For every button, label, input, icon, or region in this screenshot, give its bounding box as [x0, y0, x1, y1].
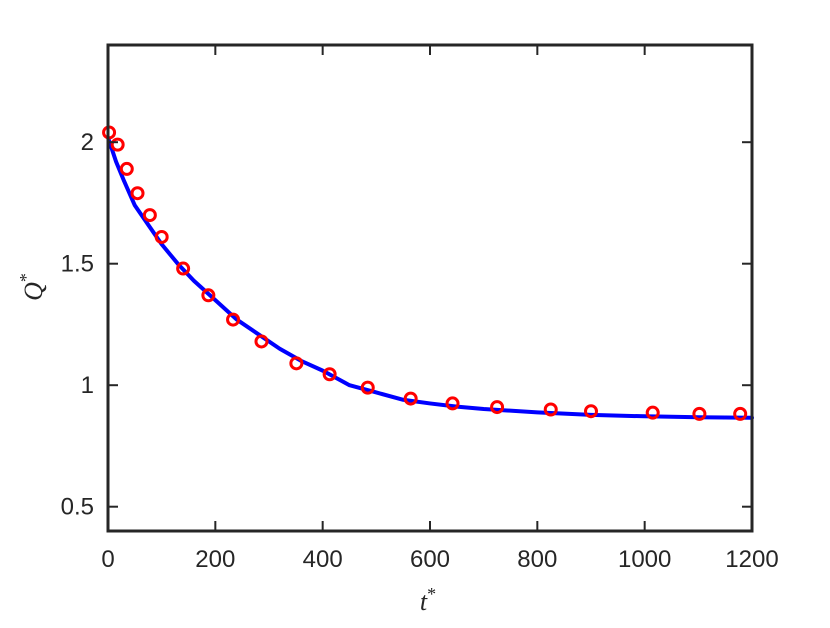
data-point-marker [645, 405, 660, 420]
series-line [106, 135, 754, 420]
data-point-marker [130, 186, 145, 201]
x-axis-label-sup: * [427, 584, 436, 604]
data-point-marker [692, 406, 707, 421]
data-point-marker [142, 208, 157, 223]
x-tick-label: 200 [195, 546, 235, 573]
x-tick-label: 600 [410, 546, 450, 573]
data-point-marker [543, 402, 558, 417]
axes-layer: 0 200 400 600 800 1000 1200 0.5 1 1.5 2 [61, 43, 779, 573]
x-tick-label: 800 [517, 546, 557, 573]
x-axis-label-base: t [420, 587, 428, 616]
data-point-marker [110, 137, 125, 152]
data-point-marker [226, 312, 241, 327]
y-tick-label: 1 [81, 372, 94, 399]
y-axis-label-base: Q [19, 282, 48, 301]
data-point-marker [584, 404, 598, 419]
data-point-marker [445, 396, 460, 411]
data-point-marker [154, 229, 169, 244]
data-point-marker [176, 261, 191, 276]
data-point-marker [360, 380, 375, 395]
y-axis-label: Q* [16, 273, 48, 301]
data-point-marker [733, 406, 748, 421]
data-point-marker [403, 391, 418, 406]
x-tick-label: 1200 [725, 546, 778, 573]
x-tick-label: 1000 [618, 546, 671, 573]
data-point-marker [201, 288, 216, 303]
x-axis-label: t* [420, 584, 436, 616]
series-layer [102, 125, 754, 421]
y-tick-label: 2 [81, 129, 94, 156]
data-point-marker [322, 367, 337, 382]
y-tick-label: 1.5 [61, 251, 94, 278]
data-point-marker [289, 356, 304, 371]
data-point-marker [490, 400, 505, 415]
x-tick-label: 0 [101, 546, 114, 573]
data-point-marker [119, 161, 134, 176]
x-tick-label: 400 [303, 546, 343, 573]
y-tick-label: 0.5 [61, 494, 94, 521]
y-axis-label-sup: * [16, 273, 36, 282]
data-point-marker [254, 334, 269, 349]
